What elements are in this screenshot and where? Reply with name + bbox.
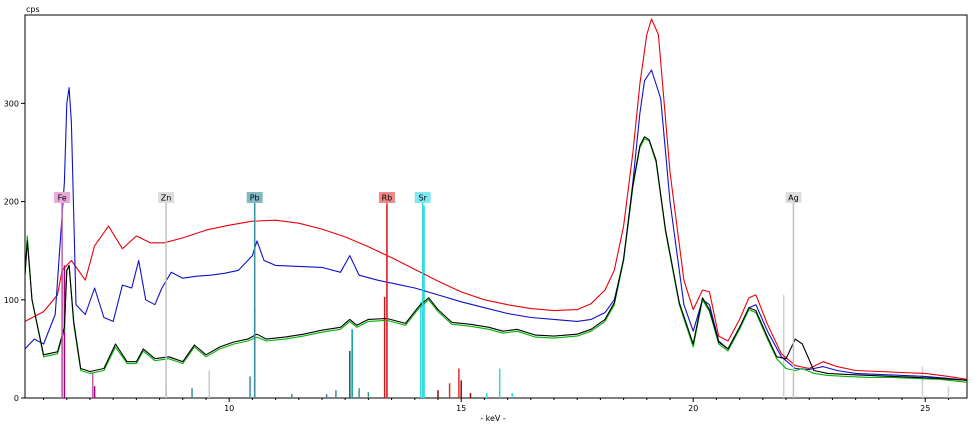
element-marker-tag: [54, 192, 71, 203]
element-marker-tag: [378, 192, 395, 203]
element-marker-tag: [785, 192, 802, 203]
x-tick-label: 15: [456, 404, 466, 413]
axis-ticks: 0 100 200 300 10 15 20 25: [4, 99, 949, 413]
plot-frame: [24, 14, 968, 399]
element-marker-ag: Ag: [785, 192, 802, 398]
series-line-2: [24, 138, 968, 383]
x-tick-label: 25: [920, 404, 930, 413]
y-tick-label: 300: [4, 99, 19, 108]
element-marker-label: Fe: [58, 194, 67, 203]
element-marker-tag: [158, 192, 175, 203]
element-marker-label: Sr: [418, 194, 427, 203]
y-tick-label: 100: [4, 296, 19, 305]
element-marker-label: Rb: [382, 194, 393, 203]
y-tick-label: 200: [4, 198, 19, 207]
element-marker-tag: [414, 192, 431, 203]
element-marker-label: Pb: [250, 194, 260, 203]
x-axis-label: - keV -: [480, 414, 506, 423]
series-line-3: [24, 136, 968, 381]
series-line-1: [24, 69, 968, 381]
x-tick-label: 10: [224, 404, 234, 413]
y-axis-label: cps: [26, 5, 40, 14]
element-marker-fe: Fe: [54, 192, 71, 398]
element-marker-pb: Pb: [246, 192, 263, 398]
x-tick-label: 20: [688, 404, 698, 413]
element-marker-zn: Zn: [158, 192, 175, 398]
element-marker-rb: Rb: [378, 192, 395, 398]
y-tick-label: 0: [14, 394, 19, 403]
element-marker-label: Zn: [161, 194, 172, 203]
element-markers: Fe Zn Pb Rb Sr Ag: [54, 192, 802, 398]
element-marker-sr: Sr: [414, 192, 431, 398]
spectrum-series: [24, 18, 968, 383]
element-marker-label: Ag: [788, 194, 799, 203]
element-marker-tag: [246, 192, 263, 203]
series-line-0: [24, 18, 968, 380]
